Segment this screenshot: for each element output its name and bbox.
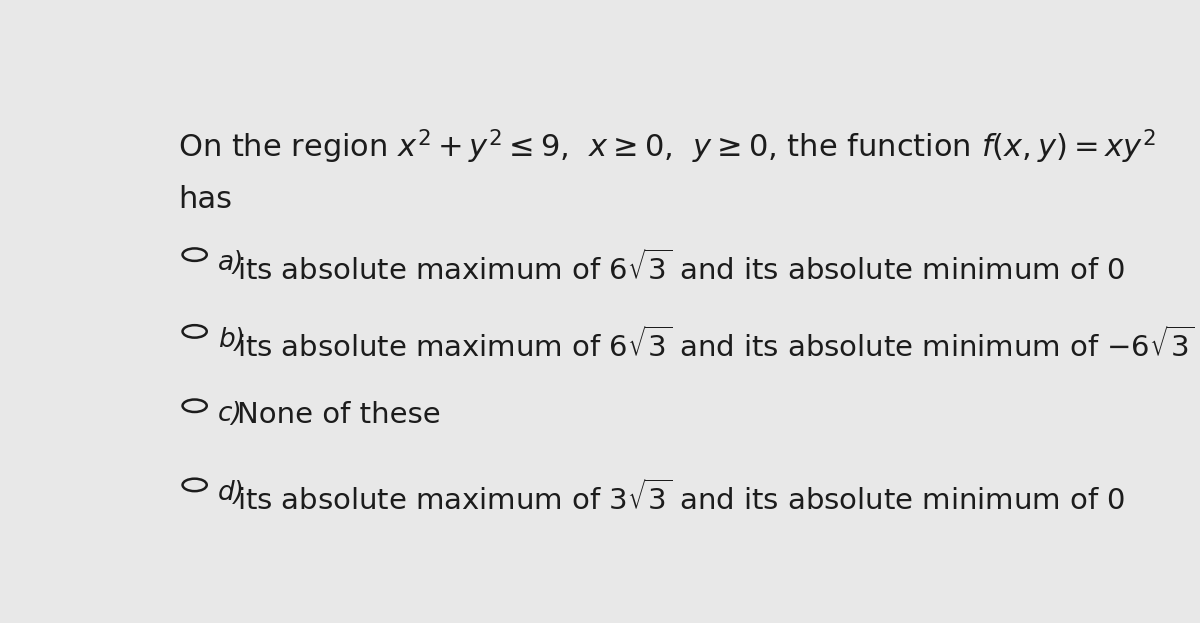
Text: a): a)	[218, 250, 245, 276]
Text: its absolute maximum of $3\sqrt{3}$ and its absolute minimum of $0$: its absolute maximum of $3\sqrt{3}$ and …	[238, 480, 1126, 516]
Text: its absolute maximum of $6\sqrt{3}$ and its absolute minimum of $0$: its absolute maximum of $6\sqrt{3}$ and …	[238, 250, 1126, 286]
Text: d): d)	[218, 480, 245, 506]
Text: has: has	[178, 185, 232, 214]
Text: None of these: None of these	[238, 401, 442, 429]
Text: c): c)	[218, 401, 242, 427]
Text: b): b)	[218, 326, 245, 353]
Text: On the region $x^2 + y^2 \leq 9$,  $x \geq 0$,  $y \geq 0$, the function $f(x, y: On the region $x^2 + y^2 \leq 9$, $x \ge…	[178, 128, 1156, 166]
Text: its absolute maximum of $6\sqrt{3}$ and its absolute minimum of $-6\sqrt{3}$: its absolute maximum of $6\sqrt{3}$ and …	[238, 326, 1195, 363]
